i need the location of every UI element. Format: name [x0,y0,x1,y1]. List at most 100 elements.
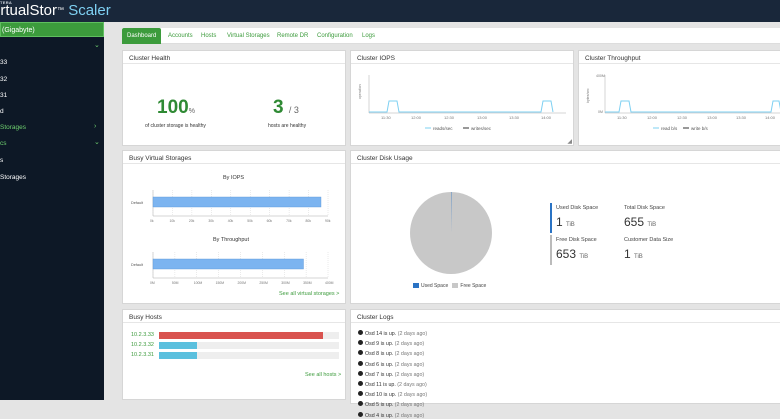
x-tick-label: 0k [150,219,154,223]
busy-virtual-storages-panel: Busy Virtual Storages By IOPS Default By… [122,150,346,304]
resize-handle-icon[interactable]: ◢ [567,138,572,145]
brand-suffix: Scaler [68,2,111,19]
iops-bar [153,197,321,207]
panel-title: Cluster Health [129,55,170,62]
legend-swatch-used [413,283,419,288]
tab-remote-dr[interactable]: Remote DR [277,28,308,44]
info-icon [358,381,363,386]
top-bar: TERA irtualStor™ Scaler [0,0,780,22]
pie-legend: Used Space Free Space [413,283,486,289]
time-tick: 13:00 [707,115,718,120]
tab-hosts[interactable]: Hosts [201,28,216,44]
host-load-track [159,352,339,359]
log-entry: Osd 7 is up. (2 days ago) [358,372,424,378]
chevron-right-icon[interactable]: › [94,123,96,130]
log-text: Osd 5 is up. [365,402,395,408]
tab-dashboard[interactable]: Dashboard [122,28,161,44]
time-tick: 11:30 [617,115,627,120]
time-tick: 12:00 [647,115,658,120]
read-series-line [605,101,780,112]
see-all-virtual-storages-link[interactable]: See all virtual storages > [279,291,339,297]
x-tick-label: 100M [194,281,203,285]
sidebar-item-s[interactable]: s [0,157,3,164]
cluster-iops-panel: Cluster IOPS operation 11:30 12:00 12:30… [350,50,574,146]
sidebar-item-cs[interactable]: cs [0,140,7,147]
x-tick-label: 10k [169,219,175,223]
info-icon [358,330,363,335]
health-percent: 100% [157,97,195,119]
time-tick: 12:30 [677,115,688,120]
by-iops-title: By IOPS [223,175,244,181]
legend-write: write b/s [691,126,709,131]
host-link[interactable]: 10.2.3.32 [131,342,154,348]
log-time: (2 days ago) [395,341,424,347]
panel-title: Cluster Logs [357,314,394,321]
log-entry: Osd 4 is up. (2 days ago) [358,413,424,419]
x-tick-label: 60k [267,219,273,223]
log-time: (2 days ago) [398,331,427,337]
see-all-hosts-link[interactable]: See all hosts > [305,372,341,378]
x-tick-label: 200M [238,281,247,285]
sidebar-item-d[interactable]: d [0,108,4,115]
brand-registered: ™ [57,7,64,14]
brand-logo: irtualStor™ Scaler [0,3,111,19]
log-time: (2 days ago) [397,382,426,388]
main-content: Dashboard Accounts Hosts Virtual Storage… [104,22,780,400]
x-tick-label: 80k [306,219,312,223]
time-tick: 12:00 [411,115,422,120]
info-icon [358,401,363,406]
disk-pie-chart [391,173,511,293]
used-disk-label: Used Disk Space [556,205,598,211]
info-icon [358,412,363,417]
tab-virtual-storages[interactable]: Virtual Storages [227,28,270,44]
host-load-bar [159,332,323,339]
used-disk-value: 1 TiB [556,215,575,229]
x-tick-label: 30k [208,219,214,223]
time-tick: 13:00 [477,115,488,120]
log-entry: Osd 5 is up. (2 days ago) [358,402,424,408]
time-tick: 14:00 [765,115,776,120]
reads-series-line [369,101,553,112]
throughput-chart: bytes/sec 400M 0M 11:30 12:00 12:30 13:0… [579,51,780,147]
chevron-down-icon[interactable]: ⌄ [94,138,100,146]
x-tick-label: 70k [286,219,292,223]
log-entry: Osd 8 is up. (2 days ago) [358,351,424,357]
sidebar-item-host-32[interactable]: 32 [0,76,7,83]
tab-configuration[interactable]: Configuration [317,28,353,44]
log-entry: Osd 11 is up. (2 days ago) [358,382,427,388]
log-time: (2 days ago) [398,392,427,398]
x-tick-label: 300M [281,281,290,285]
chevron-down-icon[interactable]: ⌄ [94,41,100,49]
host-load-track [159,332,339,339]
legend-writes: writes/sec [471,126,492,131]
log-time: (2 days ago) [395,402,424,408]
health-percent-caption: of cluster storage is healthy [145,123,206,129]
total-disk-label: Total Disk Space [624,205,665,211]
used-indicator [550,203,552,233]
sidebar-item-storages-sub[interactable]: Storages [0,174,26,181]
tab-logs[interactable]: Logs [362,28,375,44]
time-tick: 13:30 [736,115,747,120]
log-text: Osd 8 is up. [365,351,395,357]
x-tick-label: 0M [150,281,155,285]
sidebar-item-host-33[interactable]: 33 [0,59,7,66]
cluster-selector[interactable]: (Gigabyte) [0,22,104,37]
host-link[interactable]: 10.2.3.33 [131,332,154,338]
x-tick-label: 20k [189,219,195,223]
time-tick: 14:00 [541,115,552,120]
free-indicator [550,235,552,265]
log-entry: Osd 6 is up. (2 days ago) [358,362,424,368]
panel-title: Busy Hosts [129,314,162,321]
time-tick: 12:30 [444,115,455,120]
legend-free: Free Space [460,283,486,289]
sidebar-item-host-31[interactable]: 31 [0,92,7,99]
busy-vs-charts: By IOPS Default By Throughput Default 0k… [123,151,347,305]
y-axis-label: operation [358,84,362,99]
legend-read: read b/s [661,126,678,131]
log-time: (2 days ago) [395,362,424,368]
sidebar-item-storages[interactable]: Storages [0,124,26,131]
log-text: Osd 7 is up. [365,372,395,378]
tab-accounts[interactable]: Accounts [168,28,193,44]
host-link[interactable]: 10.2.3.31 [131,352,154,358]
time-tick: 13:30 [509,115,520,120]
